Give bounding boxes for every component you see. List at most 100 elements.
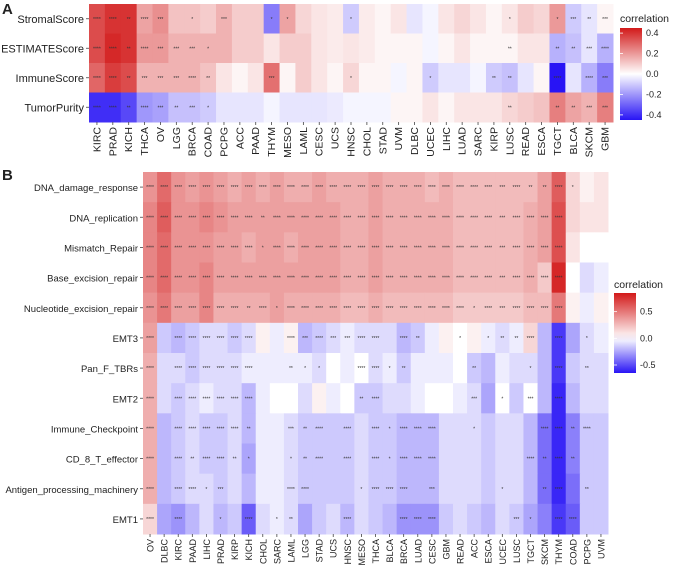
column-label: BRCA xyxy=(187,127,199,156)
heatmap-cell xyxy=(185,383,200,414)
significance-label: **** xyxy=(174,426,182,432)
heatmap-cell xyxy=(255,262,271,294)
column-label: KICH xyxy=(123,127,135,152)
heatmap-cell xyxy=(453,413,468,444)
heatmap-cell xyxy=(279,33,296,64)
heatmap-cell xyxy=(533,33,550,64)
significance-label: ** xyxy=(587,17,591,23)
heatmap-cell xyxy=(579,262,595,294)
heatmap-cell xyxy=(523,292,539,324)
significance-label: **** xyxy=(146,517,154,523)
significance-label: * xyxy=(360,487,362,493)
heatmap-cell xyxy=(184,63,201,93)
heatmap-cell xyxy=(354,202,369,233)
significance-label: * xyxy=(459,336,461,342)
significance-label: **** xyxy=(555,396,563,402)
column-label: UVM xyxy=(393,127,405,150)
row-label: ESTIMATEScore xyxy=(1,43,84,55)
significance-label: **** xyxy=(428,457,436,463)
significance-label: **** xyxy=(93,46,101,52)
heatmap-cell xyxy=(199,202,214,233)
heatmap-cell xyxy=(438,292,454,324)
panel-a-letter: A xyxy=(2,1,13,18)
significance-label: **** xyxy=(329,245,337,251)
significance-label: **** xyxy=(287,487,295,493)
significance-label: **** xyxy=(109,46,117,52)
significance-label: **** xyxy=(273,215,281,221)
heatmap-cell xyxy=(565,4,582,34)
significance-label: ** xyxy=(571,46,575,52)
heatmap-cell xyxy=(517,63,535,93)
significance-label: *** xyxy=(158,17,164,23)
significance-label: **** xyxy=(287,336,295,342)
heatmap-cell xyxy=(298,232,313,263)
significance-label: ** xyxy=(508,46,512,52)
significance-label: *** xyxy=(499,185,505,191)
significance-label: **** xyxy=(428,517,436,523)
column-label: HNSC xyxy=(343,539,353,565)
significance-label: ** xyxy=(543,185,547,191)
significance-label: *** xyxy=(189,46,195,52)
significance-label: **** xyxy=(400,426,408,432)
significance-label: **** xyxy=(601,46,609,52)
heatmap-cell xyxy=(453,232,468,263)
heatmap-cell xyxy=(565,473,581,505)
heatmap-cell xyxy=(579,443,595,475)
heatmap-cell xyxy=(467,383,482,414)
significance-label: **** xyxy=(329,306,337,312)
row-label: Pan_F_TBRs xyxy=(81,364,138,375)
column-label: LAML xyxy=(298,127,310,155)
significance-label: * xyxy=(276,517,278,523)
heatmap-cell xyxy=(157,353,172,384)
heatmap-cell xyxy=(533,63,550,93)
heatmap-cell xyxy=(374,33,392,64)
heatmap-cell xyxy=(255,473,271,505)
significance-label: **** xyxy=(428,185,436,191)
heatmap-cell xyxy=(517,33,535,64)
column-label: PAAD xyxy=(188,539,198,563)
heatmap-cell xyxy=(157,292,172,324)
significance-label: **** xyxy=(470,245,478,251)
significance-label: **** xyxy=(315,215,323,221)
heatmap-cell xyxy=(481,413,496,444)
heatmap-cell xyxy=(340,443,355,475)
heatmap-cell xyxy=(579,232,595,263)
significance-label: **** xyxy=(109,105,117,111)
column-label: LUAD xyxy=(413,539,423,564)
heatmap-cell xyxy=(200,33,217,64)
row-label: DNA_damage_response xyxy=(34,183,138,194)
heatmap-cell xyxy=(326,322,341,354)
heatmap-cell xyxy=(495,292,510,324)
heatmap-cell xyxy=(213,202,229,233)
heatmap-cell xyxy=(438,232,454,263)
significance-label: **** xyxy=(203,426,211,432)
heatmap-cell xyxy=(227,202,243,233)
heatmap-cell xyxy=(453,202,468,233)
heatmap-cell xyxy=(143,413,158,444)
heatmap-cell xyxy=(104,4,122,34)
significance-label: **** xyxy=(315,276,323,282)
heatmap-cell xyxy=(283,202,299,233)
column-label: SKCM xyxy=(540,539,550,565)
heatmap-cell xyxy=(358,4,376,34)
heatmap-cell xyxy=(509,322,524,354)
heatmap-cell xyxy=(312,172,327,203)
heatmap-cell xyxy=(382,292,398,324)
heatmap-cell xyxy=(312,322,327,354)
significance-label: **** xyxy=(245,276,253,282)
heatmap-cell xyxy=(340,353,355,384)
heatmap-cell xyxy=(396,172,412,203)
heatmap-cell xyxy=(410,413,426,444)
heatmap-cell xyxy=(495,322,510,354)
heatmap-cell xyxy=(327,63,344,93)
heatmap-cell xyxy=(343,4,360,34)
heatmap-cell xyxy=(227,172,243,203)
heatmap-cell xyxy=(368,232,384,263)
significance-label: **** xyxy=(315,457,323,463)
heatmap-cell xyxy=(406,92,423,123)
heatmap-cell xyxy=(152,4,169,34)
significance-label: **** xyxy=(400,457,408,463)
significance-label: **** xyxy=(386,245,394,251)
heatmap-cell xyxy=(298,292,313,324)
heatmap-cell xyxy=(495,172,510,203)
